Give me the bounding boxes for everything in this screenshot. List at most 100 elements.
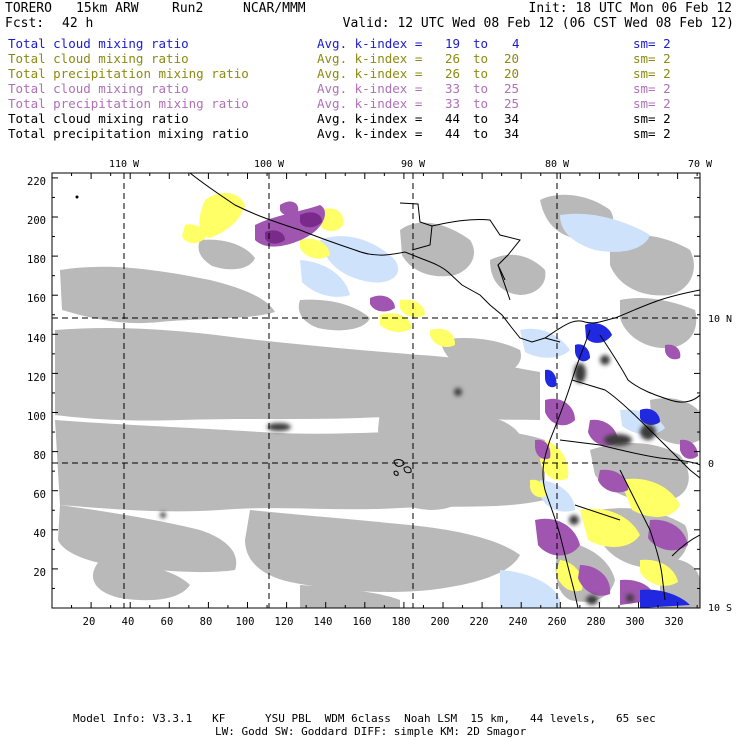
x-tick-label: 180 [392,616,411,628]
legend-sm: sm= 2 [633,51,671,66]
legend-kindex-label: Avg. k-index = [317,66,423,81]
run-label: Run2 [172,1,204,16]
x-tick-label: 160 [353,616,372,628]
legend-k-to: 20 [504,51,520,66]
legend-k-to-word: to [473,36,489,51]
legend-k-to-word: to [473,126,489,141]
x-tick-label: 200 [431,616,450,628]
legend-sm: sm= 2 [633,36,671,51]
x-tick-label: 20 [83,616,96,628]
forecast-hours: 42 h [62,16,94,31]
legend-field: Total precipitation mixing ratio [8,96,249,111]
model-info: Model Info: V3.3.1 KF YSU PBL WDM 6class… [73,712,656,725]
coastlines [189,173,700,608]
init-time: Init: 18 UTC Mon 06 Feb 12 [528,1,733,16]
legend-k-to: 25 [504,81,520,96]
legend-k-to-word: to [473,96,489,111]
lon-label: 80 W [545,159,570,170]
island-dot [75,195,79,199]
x-axis-labels: 20 40 60 80 100 120 140 160 180 200 220 … [83,616,684,628]
legend-sm: sm= 2 [633,96,671,111]
y-tick-label: 180 [27,254,46,266]
x-tick-label: 120 [275,616,294,628]
legend-sm: sm= 2 [633,111,671,126]
y-tick-label: 20 [33,567,46,579]
model-physics: LW: Godd SW: Goddard DIFF: simple KM: 2D… [215,725,527,738]
legend-k-to: 4 [512,36,520,51]
resolution: 15km ARW [76,1,139,16]
x-tick-label: 140 [314,616,333,628]
legend-kindex-label: Avg. k-index = [317,51,423,66]
legend-k-to-word: to [473,66,489,81]
y-tick-label: 120 [27,372,46,384]
y-tick-label: 160 [27,293,46,305]
legend-k-from: 33 [445,96,461,111]
forecast-label: Fcst: [5,16,45,31]
y-tick-label: 40 [33,528,46,540]
legend-field: Total cloud mixing ratio [8,81,189,96]
y-axis-labels: 220 200 180 160 140 120 100 80 60 40 20 [27,176,46,579]
legend-k-to: 34 [504,111,520,126]
legend-k-to-word: to [473,111,489,126]
x-tick-label: 280 [587,616,606,628]
legend-k-from: 44 [445,126,461,141]
x-tick-label: 40 [122,616,135,628]
x-tick-label: 320 [665,616,684,628]
legend-k-to-word: to [473,81,489,96]
cloud-field-dark-purple [265,212,322,244]
legend-k-to: 34 [504,126,520,141]
graticule [52,173,700,608]
y-tick-label: 60 [33,489,46,501]
legend-k-to: 25 [504,96,520,111]
y-tick-label: 140 [27,333,46,345]
x-tick-label: 300 [626,616,645,628]
lon-label: 70 W [688,159,713,170]
legend-kindex-label: Avg. k-index = [317,111,423,126]
legend-sm: sm= 2 [633,81,671,96]
x-tick-label: 220 [470,616,489,628]
lat-label: 10 N [708,314,732,325]
lat-label: 10 S [708,603,732,614]
x-tick-label: 260 [548,616,567,628]
y-tick-label: 220 [27,176,46,188]
legend-sm: sm= 2 [633,126,671,141]
legend-field: Total cloud mixing ratio [8,51,189,66]
legend-kindex-label: Avg. k-index = [317,81,423,96]
legend-field: Total precipitation mixing ratio [8,66,249,81]
x-tick-label: 80 [200,616,213,628]
legend-kindex-label: Avg. k-index = [317,126,423,141]
legend-k-from: 26 [445,51,461,66]
lon-label: 110 W [109,159,140,170]
legend-kindex-label: Avg. k-index = [317,36,423,51]
legend-sm: sm= 2 [633,66,671,81]
x-tick-label: 240 [509,616,528,628]
y-tick-label: 100 [27,411,46,423]
map-frame [51,172,701,609]
latitude-labels: 10 N 0 10 S [708,314,732,614]
model-name: TORERO [5,1,52,16]
map-field-layer [55,173,700,608]
cloud-field-light-blue [300,213,665,608]
lat-label: 0 [708,459,714,470]
y-tick-label: 80 [33,450,46,462]
legend-k-to: 20 [504,66,520,81]
legend-field: Total cloud mixing ratio [8,36,189,51]
legend-field: Total precipitation mixing ratio [8,126,249,141]
longitude-labels: 110 W 100 W 90 W 80 W 70 W [109,159,713,170]
lon-label: 100 W [254,159,285,170]
y-tick-label: 200 [27,215,46,227]
legend-field: Total cloud mixing ratio [8,111,189,126]
legend-k-from: 19 [445,36,461,51]
legend-k-to-word: to [473,51,489,66]
legend-k-from: 33 [445,81,461,96]
cloud-field-dark-gray [160,355,656,605]
valid-time: Valid: 12 UTC Wed 08 Feb 12 (06 CST Wed … [342,16,734,31]
x-tick-label: 60 [161,616,174,628]
legend-k-from: 44 [445,111,461,126]
org-label: NCAR/MMM [243,1,306,16]
axis-ticks [51,173,700,609]
legend-k-from: 26 [445,66,461,81]
x-tick-label: 100 [236,616,255,628]
